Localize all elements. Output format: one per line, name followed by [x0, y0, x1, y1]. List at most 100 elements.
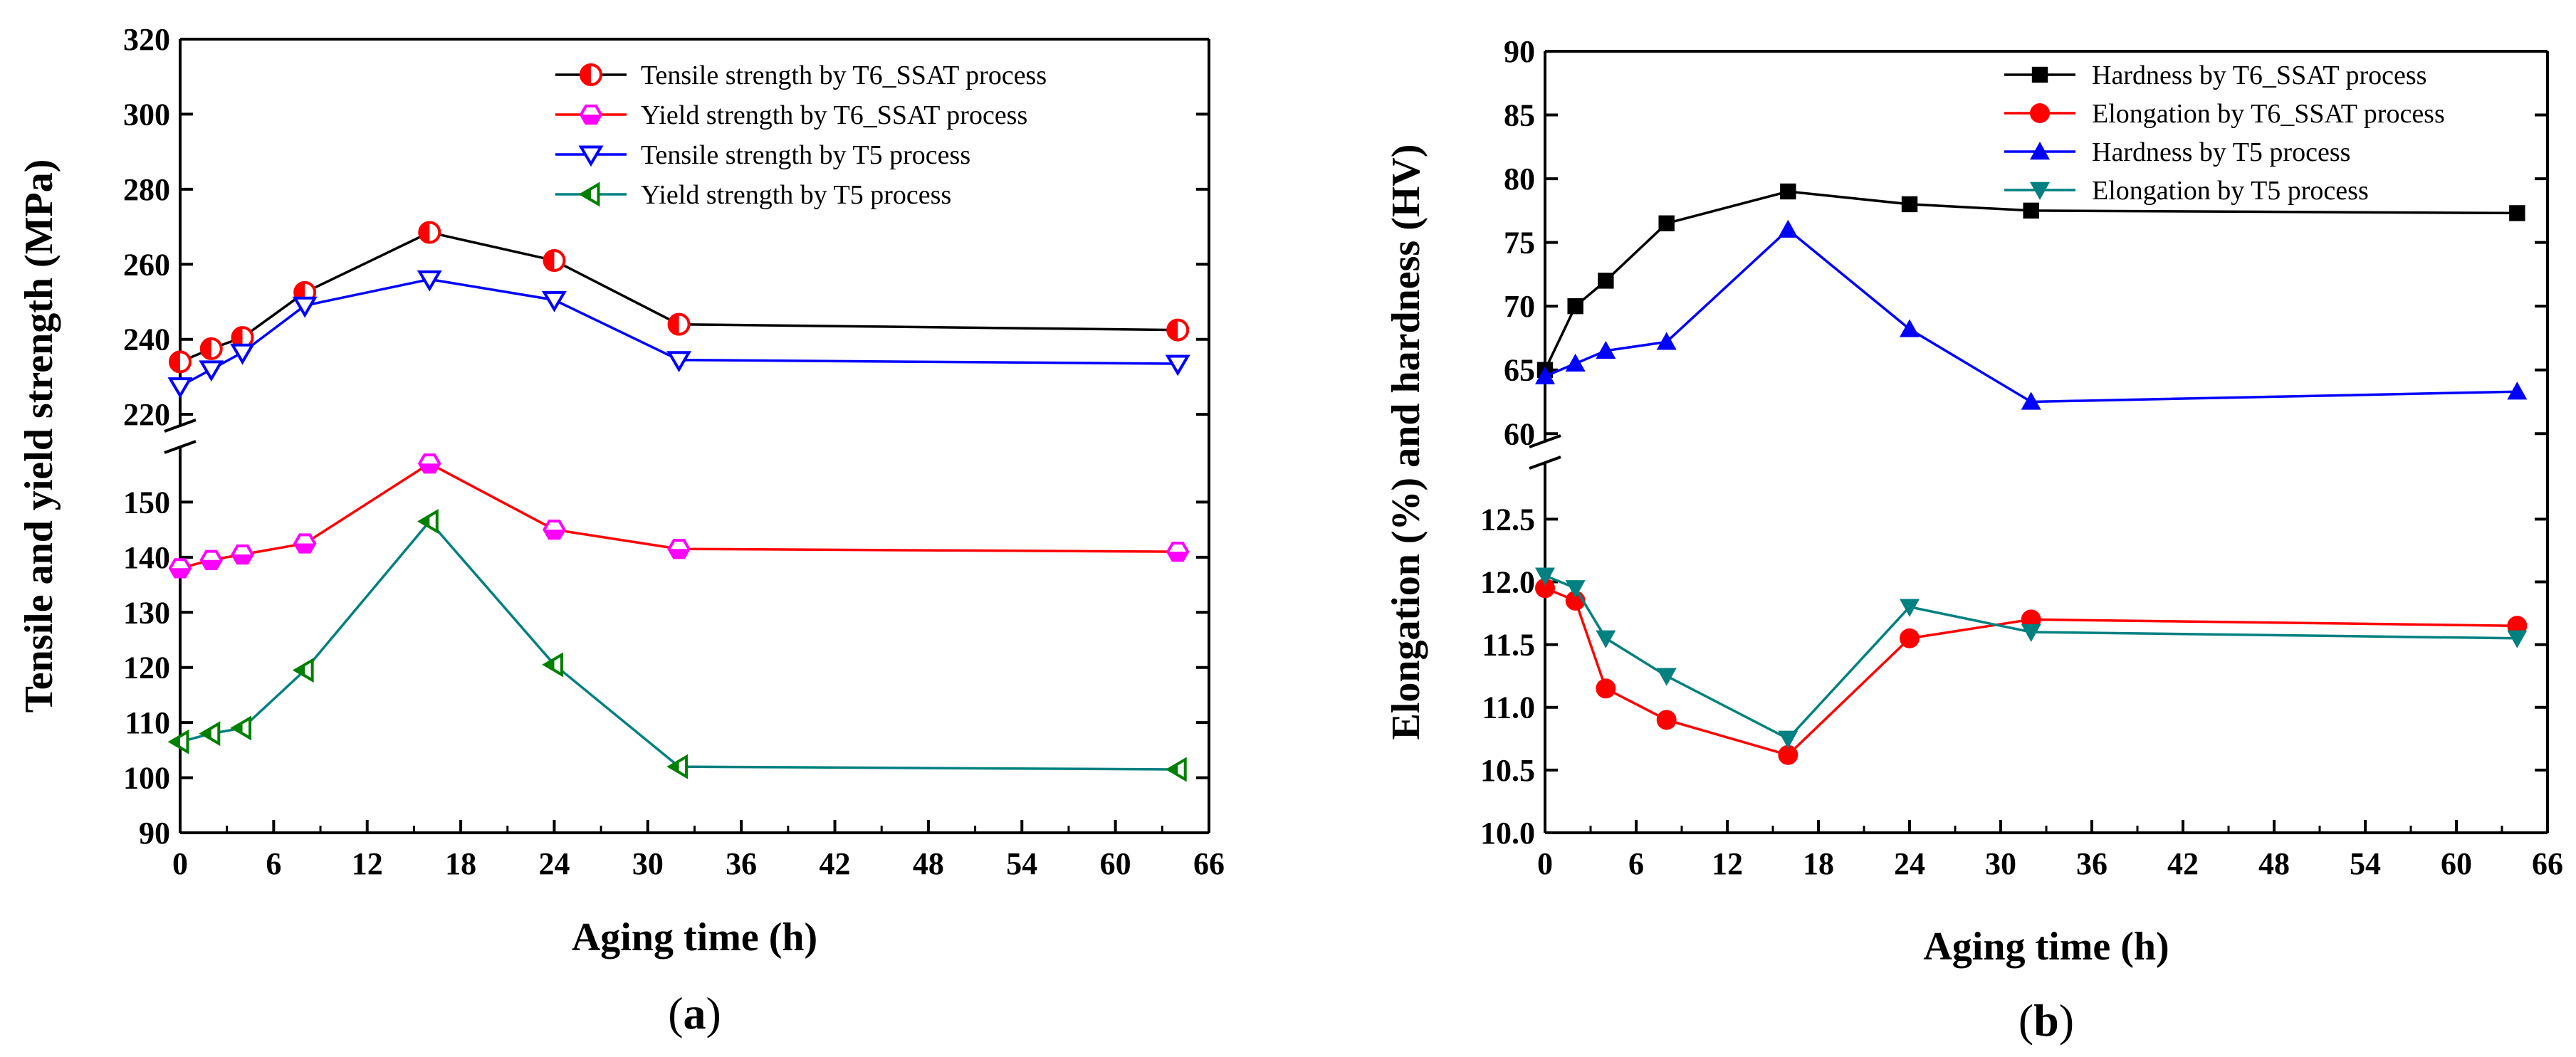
x-tick-label: 12: [352, 846, 383, 881]
series-line: [1544, 587, 2518, 757]
x-axis-title: Aging time (h): [1923, 925, 2169, 969]
data-point-fill: [544, 530, 565, 539]
data-point-fill: [201, 338, 211, 359]
data-point-fill: [420, 515, 430, 527]
series-line: [179, 231, 1178, 364]
data-point: [666, 351, 692, 372]
data-point: [1656, 668, 1677, 686]
x-tick-label: 66: [2532, 846, 2563, 881]
data-point: [2507, 630, 2528, 648]
x-tick-label: 54: [1006, 846, 1037, 881]
x-tick-label: 60: [2441, 846, 2472, 881]
x-tick-label: 36: [726, 846, 757, 881]
data-point: [199, 360, 224, 382]
y-tick-label-upper: 240: [123, 322, 170, 357]
axis-break-mark-upper: [1529, 434, 1561, 448]
legend-marker: [579, 104, 603, 125]
x-tick-label: 48: [2258, 846, 2290, 881]
data-point-fill: [295, 543, 315, 552]
chart-panel-a: 0 6 12 18 24 30 36 42 48 54 60 66 90 100 110 120 130 140 1…: [17, 22, 1225, 1038]
panel-label: (a): [668, 988, 721, 1038]
y-tick-label-lower: 12.5: [1480, 502, 1535, 537]
series-line: [1544, 574, 2518, 740]
data-point-fill: [201, 727, 211, 740]
y-tick-label-upper: 320: [123, 22, 170, 57]
x-tick-label: 60: [1100, 846, 1131, 881]
data-point: [417, 270, 442, 292]
axis-break-mark-lower: [164, 440, 197, 454]
legend-label: Elongation by T6_SSAT process: [2092, 99, 2445, 129]
data-point: [2507, 382, 2528, 400]
legend-marker: [578, 182, 600, 207]
data-point: [1596, 340, 1616, 359]
data-point: [1165, 757, 1187, 782]
y-tick-label-lower: 12.0: [1480, 564, 1535, 599]
y-tick-label-lower: 110: [125, 705, 170, 740]
legend-entry-4: Elongation by T5 process: [2004, 176, 2369, 206]
x-tick-label: 48: [913, 846, 944, 881]
legend-marker: [2030, 103, 2050, 123]
data-point: [417, 453, 441, 474]
data-point: [1901, 196, 1918, 213]
data-point: [1535, 366, 1555, 384]
data-point: [292, 658, 314, 683]
data-point-fill: [170, 736, 180, 747]
y-tick-label-upper: 60: [1504, 416, 1535, 451]
data-point: [199, 337, 223, 360]
data-point: [230, 343, 256, 365]
legend-marker: [2030, 142, 2050, 160]
data-point-fill: [419, 463, 440, 473]
legend-label: Tensile strength by T5 process: [641, 140, 970, 170]
data-point: [1565, 353, 1586, 372]
legend-marker: [580, 63, 602, 86]
data-point: [1565, 580, 1586, 599]
x-tick-label: 24: [538, 846, 570, 881]
legend-entry-1: Tensile strength by T6_SSAT process: [555, 61, 1047, 90]
data-point: [667, 312, 691, 336]
data-point: [1656, 710, 1677, 730]
data-point-fill: [545, 659, 555, 671]
data-point: [541, 290, 567, 312]
legend-entry-3: Tensile strength by T5 process: [555, 140, 970, 170]
series-2: [1535, 578, 2528, 765]
legend-marker: [2031, 66, 2048, 83]
data-point: [230, 715, 252, 741]
data-point: [2509, 205, 2525, 221]
data-point: [1780, 183, 1796, 200]
data-point: [417, 509, 439, 535]
y-tick-label-lower: 150: [123, 485, 170, 520]
y-tick-label-lower: 10.0: [1480, 816, 1535, 851]
y-tick-label-lower: 11.5: [1482, 628, 1535, 663]
x-tick-label: 0: [1537, 846, 1553, 881]
x-tick-label: 66: [1193, 846, 1225, 881]
data-point-fill: [169, 352, 180, 372]
series-1: [169, 221, 1190, 374]
chart-panel-b: 0 6 12 18 24 30 36 42 48 54 60 66 10.0 10.5 11.0 11.5 12…: [1384, 34, 2563, 1046]
y-tick-label-upper: 85: [1504, 98, 1535, 133]
data-point: [1598, 273, 1614, 289]
x-tick-label: 42: [2167, 846, 2199, 881]
data-point: [2023, 202, 2039, 219]
series-1: [1536, 183, 2525, 378]
axis-break-mark-lower: [1529, 456, 1561, 470]
x-tick-label: 54: [2350, 846, 2381, 881]
x-tick-label: 12: [1712, 846, 1743, 881]
legend-entry-4: Yield strength by T5 process: [555, 180, 951, 210]
data-point: [1656, 332, 1677, 350]
data-point: [1535, 567, 1555, 586]
data-point: [1900, 599, 1920, 617]
data-point: [167, 377, 193, 399]
legend-label: Hardness by T6_SSAT process: [2092, 61, 2426, 90]
legend-marker-fill: [581, 189, 591, 200]
legend-entry-3: Hardness by T5 process: [2004, 137, 2350, 167]
y-tick-label-upper: 220: [123, 397, 170, 432]
legend-label: Elongation by T5 process: [2092, 176, 2369, 206]
series-3: [167, 270, 1190, 399]
data-point-fill: [669, 549, 689, 558]
y-tick-label-lower: 140: [123, 540, 170, 575]
data-point: [1596, 678, 1616, 699]
data-point: [1535, 578, 1555, 599]
data-point: [543, 249, 566, 273]
y-tick-label-upper: 90: [1504, 34, 1535, 69]
data-point: [543, 520, 566, 540]
